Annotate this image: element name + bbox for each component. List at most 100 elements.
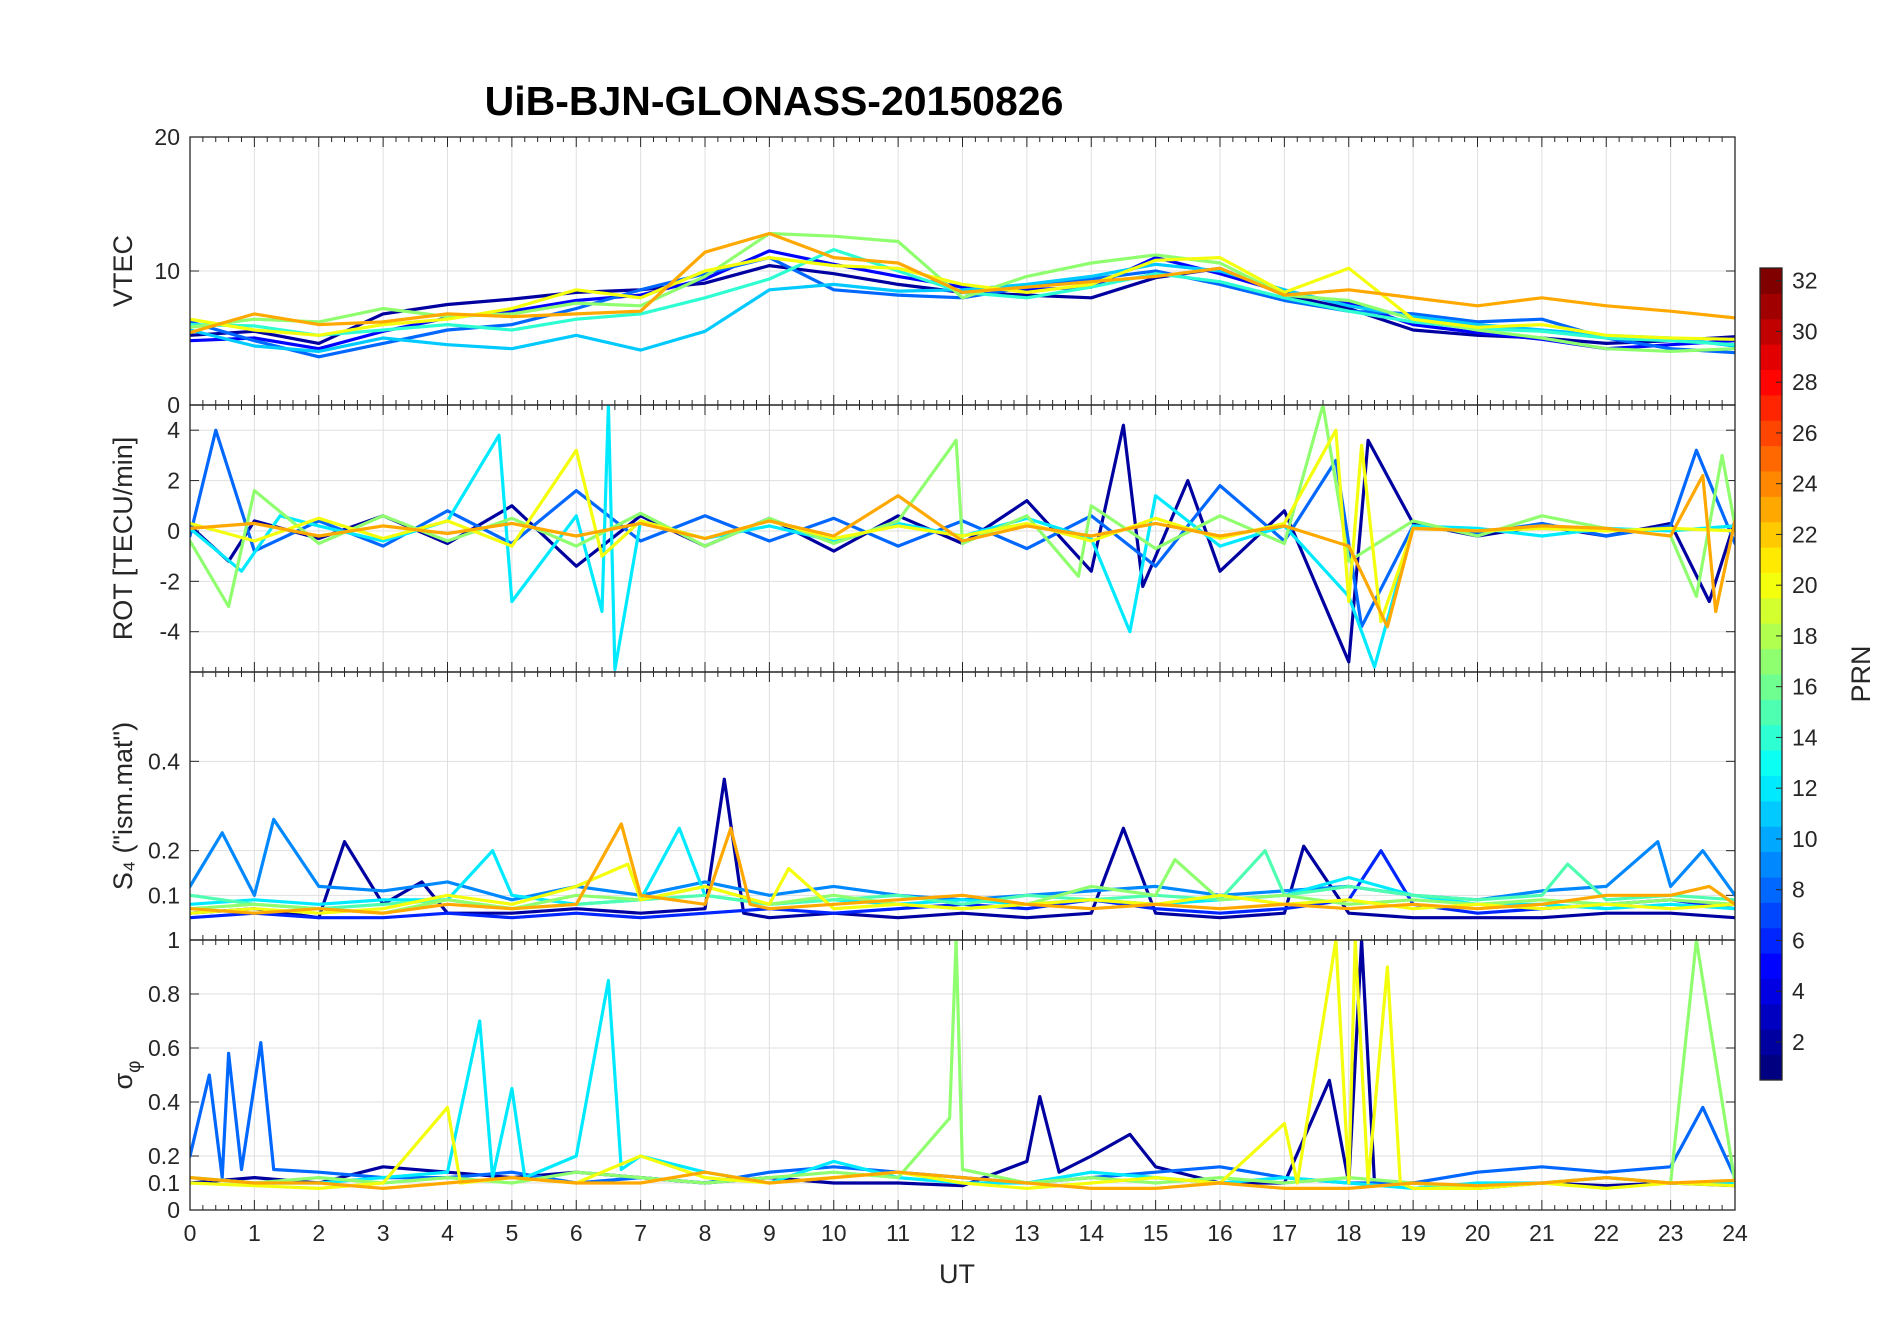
x-tick-label: 6 — [570, 1220, 583, 1246]
y-axis-label: S₄ ("ism.mat") — [108, 722, 138, 890]
colorbar-segment — [1760, 547, 1782, 573]
colorbar-segment — [1760, 597, 1782, 624]
x-tick-label: 24 — [1722, 1220, 1748, 1246]
x-tick-label: 8 — [699, 1220, 712, 1246]
series-prn-11 — [190, 262, 1735, 353]
colorbar-segment — [1760, 318, 1782, 345]
colorbar-tick-label: 20 — [1792, 572, 1818, 598]
x-tick-label: 21 — [1529, 1220, 1555, 1246]
y-tick-label: -4 — [160, 619, 181, 645]
series-group — [190, 940, 1735, 1190]
colorbar-tick-label: 24 — [1792, 471, 1818, 497]
panel-sigphi: 00.10.2 0.4 0.6 0.8 1 σφ — [108, 927, 1736, 1223]
colorbar-segment — [1760, 699, 1782, 726]
colorbar-segment — [1760, 420, 1782, 447]
colorbar-segment — [1760, 572, 1782, 599]
y-axis-label: ROT [TECU/min] — [108, 437, 138, 641]
y-axis-label-sub: φ — [124, 1061, 145, 1073]
x-tick-label: 3 — [377, 1220, 390, 1246]
series-prn-20 — [190, 256, 1735, 341]
colorbar-segment — [1760, 1029, 1782, 1056]
colorbar-segment — [1760, 648, 1782, 675]
colorbar-tick-label: 8 — [1792, 877, 1805, 903]
colorbar-segment — [1760, 800, 1782, 827]
x-tick-label: 10 — [821, 1220, 847, 1246]
panel-rot: -4 -2 0 2 4 ROT [TECU/min] — [108, 404, 1736, 673]
colorbar-segment — [1760, 623, 1782, 650]
x-tick-label: 4 — [441, 1220, 454, 1246]
colorbar-tick-label: 26 — [1792, 420, 1818, 446]
panel-frame — [189, 939, 1736, 1211]
series-prn-23 — [190, 231, 1735, 335]
y-tick-label: 0.8 — [148, 981, 180, 1007]
colorbar-segment — [1760, 344, 1782, 370]
colorbar-segment — [1760, 750, 1782, 776]
colorbar-segment — [1760, 1054, 1782, 1081]
colorbar-segment — [1760, 775, 1782, 802]
y-tick-label: 0.2 — [148, 838, 180, 864]
y-tick-label: 2 — [167, 468, 180, 494]
x-tick-label: 5 — [505, 1220, 518, 1246]
colorbar-tick-label: 22 — [1792, 521, 1818, 547]
chart-title: UiB-BJN-GLONASS-20150826 — [485, 78, 1064, 124]
x-tick-label: 13 — [1014, 1220, 1040, 1246]
y-axis-label: VTEC — [108, 235, 138, 307]
y-tick-label: 0.6 — [148, 1035, 180, 1061]
colorbar-tick-label: 18 — [1792, 623, 1818, 649]
y-tick-label: 0.4 — [148, 748, 180, 774]
y-tick-label: 0.1 — [148, 882, 180, 908]
series-group — [190, 405, 1735, 672]
x-tick-label: 7 — [634, 1220, 647, 1246]
colorbar-tick-label: 32 — [1792, 268, 1818, 294]
colorbar-segment — [1760, 902, 1782, 929]
y-tick-label: 4 — [167, 417, 180, 443]
y-tick-label: -2 — [160, 568, 180, 594]
colorbar-tick-label: 30 — [1792, 318, 1818, 344]
y-tick-label: 0 — [167, 518, 180, 544]
colorbar-segment — [1760, 496, 1782, 523]
series-group — [190, 231, 1735, 359]
colorbar-tick-label: 4 — [1792, 978, 1805, 1004]
y-tick-label: 0.2 — [148, 1143, 180, 1169]
colorbar-tick-label: 28 — [1792, 369, 1818, 395]
colorbar-segment — [1760, 521, 1782, 548]
series-prn-17 — [190, 231, 1735, 353]
y-axis-label-base: σ — [108, 1073, 138, 1090]
series-prn-23 — [190, 473, 1735, 629]
series-prn-23 — [190, 1170, 1735, 1190]
colorbar-segment — [1760, 369, 1782, 396]
x-tick-label: 11 — [886, 1220, 910, 1246]
colorbar-segment — [1760, 445, 1782, 472]
series-prn-8 — [190, 1041, 1735, 1185]
series-prn-2 — [190, 423, 1735, 664]
series-prn-17 — [190, 405, 1735, 609]
x-tick-label: 12 — [950, 1220, 976, 1246]
colorbar-segment — [1760, 1003, 1782, 1030]
x-tick-label: 23 — [1658, 1220, 1684, 1246]
x-axis-label: UT — [939, 1259, 975, 1289]
y-tick-label: 0.1 — [148, 1170, 180, 1196]
y-axis-label: σφ — [108, 1061, 145, 1090]
colorbar-segment — [1760, 978, 1782, 1005]
panel-s4: 0.1 0.2 0.4 S₄ ("ism.mat") — [108, 671, 1736, 941]
x-tick-label: 20 — [1465, 1220, 1491, 1246]
panel-vtec: 0 10 20 VTEC — [108, 124, 1736, 418]
colorbar-segment — [1760, 851, 1782, 878]
colorbar-tick-label: 6 — [1792, 927, 1805, 953]
colorbar-segment — [1760, 877, 1782, 903]
colorbar-segment — [1760, 268, 1782, 294]
y-tick-label: 1 — [167, 927, 180, 953]
colorbar-segment — [1760, 927, 1782, 954]
colorbar-tick-label: 16 — [1792, 674, 1818, 700]
colorbar-segment — [1760, 826, 1782, 853]
y-tick-label: 0.4 — [148, 1089, 180, 1115]
x-tick-label: 15 — [1143, 1220, 1169, 1246]
colorbar-segment — [1760, 293, 1782, 320]
colorbar-tick-label: 2 — [1792, 1029, 1805, 1055]
x-tick-label: 9 — [763, 1220, 776, 1246]
series-prn-23 — [190, 822, 1735, 915]
x-tick-label: 1 — [248, 1220, 261, 1246]
